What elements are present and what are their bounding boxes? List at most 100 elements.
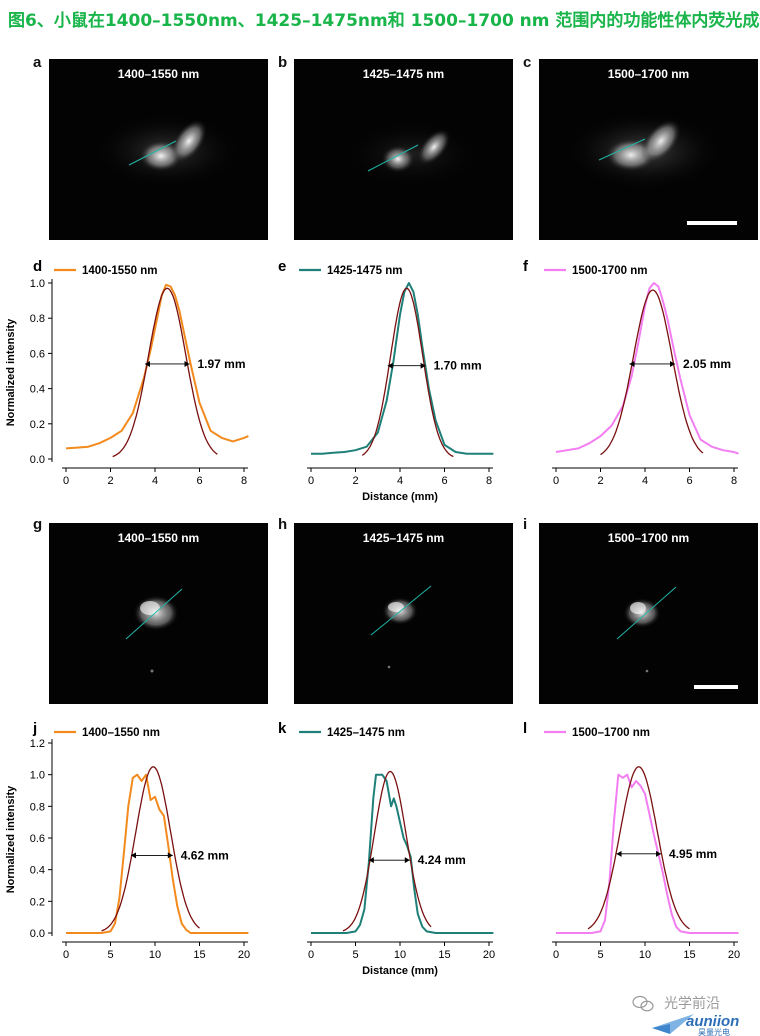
fwhm-arrowhead-right (167, 852, 173, 859)
paper-plane-logo-icon (652, 1014, 694, 1034)
legend-label: 1500-1700 nm (572, 265, 647, 277)
x-tick-label: 10 (149, 949, 161, 961)
gaussian-fit-line (361, 287, 454, 458)
image-panel-b: 1425–1475 nm (294, 59, 513, 240)
fwhm-arrowhead-right (184, 360, 190, 367)
y-axis-label: Normalized intensity (5, 318, 17, 426)
fwhm-arrowhead-left (130, 852, 136, 859)
image-caption-h: 1425–1475 nm (362, 531, 445, 545)
x-tick-label: 5 (597, 949, 603, 961)
fwhm-label: 1.70 mm (434, 359, 482, 373)
y-tick-label: 0.8 (30, 801, 45, 813)
y-tick-label: 0.4 (30, 865, 45, 877)
scale-bar (694, 685, 738, 689)
y-tick-label: 1.2 (30, 738, 45, 750)
watermark-logo: 光学前沿 auniion 昊量光电 (632, 995, 739, 1036)
profile-line (66, 773, 249, 934)
x-tick-label: 6 (441, 475, 447, 487)
x-tick-label: 15 (438, 949, 450, 961)
y-tick-label: 0.6 (30, 348, 45, 360)
profile-line (556, 773, 739, 934)
image-panel-i: 1500–1700 nm (539, 523, 758, 704)
x-tick-label: 0 (63, 949, 69, 961)
fwhm-label: 2.05 mm (683, 357, 731, 371)
legend-label: 1425–1475 nm (327, 727, 405, 739)
y-tick-label: 0.2 (30, 419, 45, 431)
image-panel-a: 1400–1550 nm (49, 59, 268, 240)
gaussian-fit-line (112, 287, 218, 458)
x-tick-label: 2 (352, 475, 358, 487)
x-tick-label: 15 (193, 949, 205, 961)
panel-letter-j: j (32, 720, 37, 737)
fwhm-arrowhead-right (420, 362, 426, 369)
chart-panel-d: d 0 2 4 6 8 0.0 0.2 0.4 0.6 0.8 1.0 Normalized inten… (5, 258, 249, 487)
image-caption-i: 1500–1700 nm (607, 531, 690, 545)
x-tick-label: 10 (394, 949, 406, 961)
legend-label: 1400–1550 nm (82, 727, 160, 739)
x-tick-label: 20 (728, 949, 740, 961)
mouse-fluorescence-image-g (125, 588, 183, 673)
fwhm-arrowhead-right (404, 857, 410, 864)
gaussian-fit-line (587, 766, 690, 930)
chart-panel-f: f 0 2 4 6 8 2.05 mm 1500-1700 nm (523, 258, 739, 487)
fwhm-arrowhead-left (629, 360, 635, 367)
x-tick-label: 5 (107, 949, 113, 961)
x-tick-label: 8 (731, 475, 737, 487)
x-tick-label: 0 (553, 949, 559, 961)
panel-letter-k: k (278, 720, 287, 737)
x-axis-label: Distance (mm) (362, 491, 438, 503)
y-tick-label: 0.2 (30, 896, 45, 908)
x-tick-label: 0 (308, 475, 314, 487)
x-tick-label: 10 (639, 949, 651, 961)
image-caption-a: 1400–1550 nm (117, 67, 200, 81)
mouse-fluorescence-image-c (564, 111, 737, 225)
brand-subtitle: 昊量光电 (698, 1027, 730, 1036)
y-tick-label: 0.0 (30, 454, 45, 466)
image-caption-c: 1500–1700 nm (607, 67, 690, 81)
fwhm-arrowhead-right (670, 360, 676, 367)
panel-letter-e: e (278, 258, 286, 275)
panel-letter-g: g (33, 516, 43, 533)
mouse-fluorescence-image-i (616, 586, 738, 689)
profile-line (311, 773, 494, 934)
x-tick-label: 20 (238, 949, 250, 961)
wechat-icon (632, 995, 654, 1012)
chart-panel-k: k 0 5 10 15 20 Distance (mm) 4.24 mm 1425–1475 n… (278, 720, 495, 977)
gaussian-fit-line (600, 289, 704, 456)
mouse-fluorescence-image-h (370, 585, 432, 669)
x-tick-label: 8 (241, 475, 247, 487)
x-tick-label: 4 (397, 475, 403, 487)
fwhm-label: 4.62 mm (181, 848, 229, 862)
x-tick-label: 0 (308, 949, 314, 961)
x-tick-label: 8 (486, 475, 492, 487)
y-tick-label: 1.0 (30, 770, 45, 782)
y-tick-label: 1.0 (30, 278, 45, 290)
x-tick-label: 15 (683, 949, 695, 961)
x-axis-label: Distance (mm) (362, 965, 438, 977)
image-panel-g: 1400–1550 nm (49, 523, 268, 704)
fwhm-label: 4.24 mm (418, 853, 466, 867)
image-caption-b: 1425–1475 nm (362, 67, 445, 81)
y-tick-label: 0.0 (30, 928, 45, 940)
chart-panel-l: l 0 5 10 15 20 4.95 mm 1500–1700 nm (523, 720, 740, 961)
x-tick-label: 0 (553, 475, 559, 487)
y-tick-label: 0.6 (30, 833, 45, 845)
panel-letter-h: h (278, 516, 288, 533)
mouse-fluorescence-image-a (92, 113, 242, 189)
fwhm-arrowhead-left (387, 362, 393, 369)
fwhm-arrowhead-left (616, 850, 622, 857)
chart-panel-e: e 0 2 4 6 8 Distance (mm) 1.70 mm 1425-1475 nm (278, 258, 494, 503)
panel-letter-f: f (523, 258, 529, 275)
panel-letter-l: l (523, 720, 527, 737)
x-tick-label: 6 (686, 475, 692, 487)
brand-name: auniion (686, 1013, 739, 1030)
y-tick-label: 0.4 (30, 384, 45, 396)
panel-letter-i: i (523, 516, 528, 533)
y-tick-label: 0.8 (30, 313, 45, 325)
figure-title: 图6、小鼠在1400–1550nm、1425–1475nm和 1500–1700… (8, 11, 760, 31)
image-caption-g: 1400–1550 nm (117, 531, 200, 545)
x-tick-label: 4 (642, 475, 648, 487)
gaussian-fit-line (101, 766, 200, 932)
legend-label: 1400-1550 nm (82, 265, 157, 277)
